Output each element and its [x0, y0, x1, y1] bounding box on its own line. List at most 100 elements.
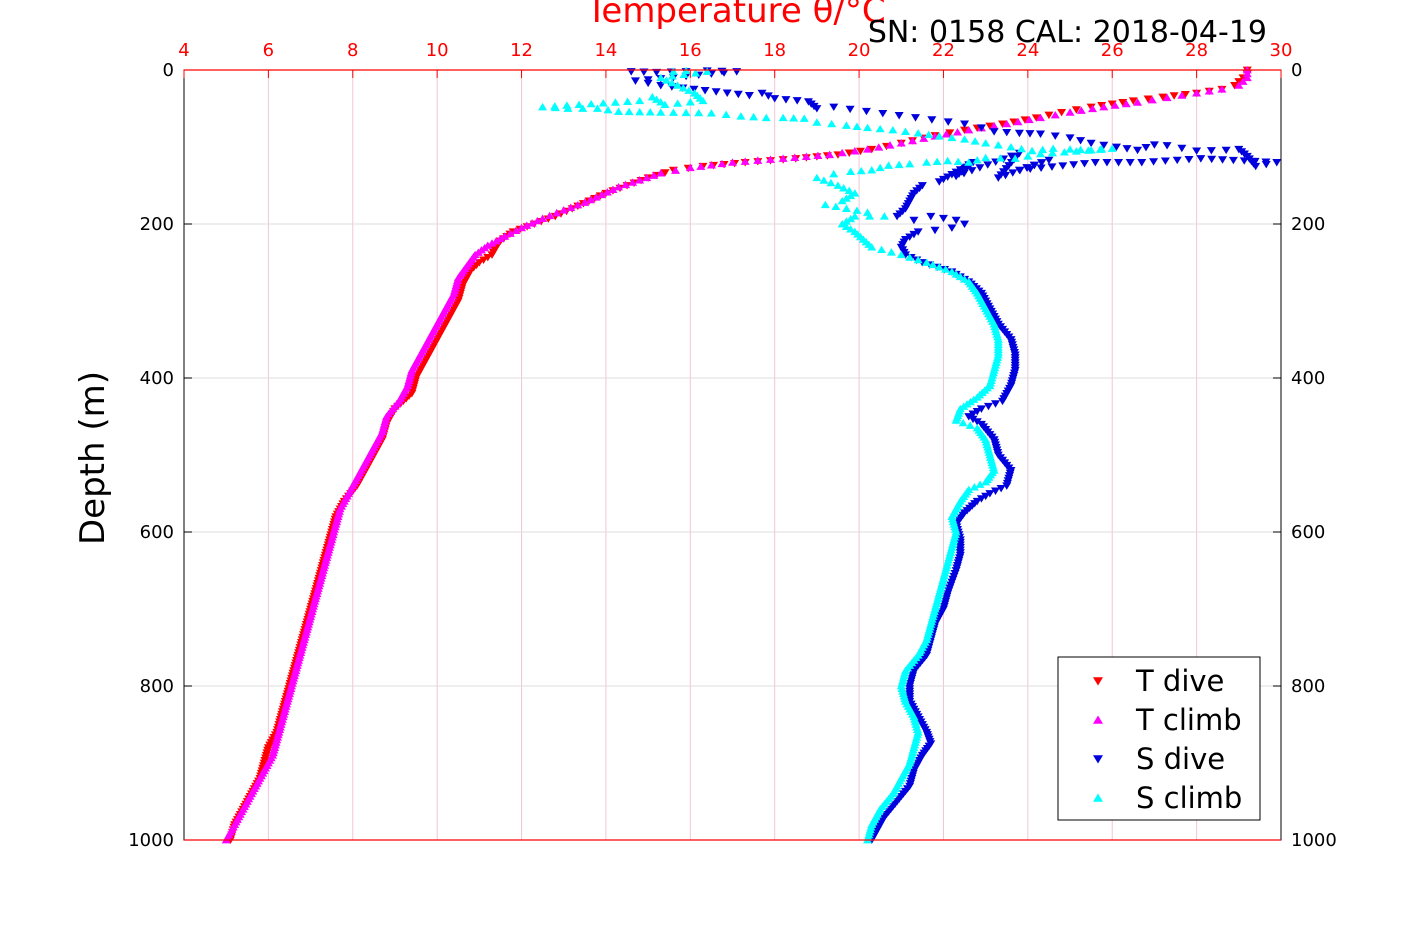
data-point [1036, 113, 1046, 122]
data-point [1065, 145, 1075, 153]
data-point [934, 263, 944, 271]
data-point [1009, 118, 1019, 126]
data-point [905, 253, 915, 261]
data-point [761, 113, 771, 122]
data-point [656, 98, 666, 106]
data-point [945, 129, 955, 137]
data-point [896, 250, 906, 259]
data-point [953, 128, 963, 136]
data-point [1192, 147, 1202, 155]
data-point [894, 160, 904, 169]
data-point [1023, 152, 1033, 160]
data-point [1029, 161, 1039, 170]
data-point [691, 69, 701, 77]
x-tick-label: 6 [263, 40, 274, 61]
data-point [728, 158, 737, 166]
data-point [1065, 108, 1075, 116]
data-point [673, 81, 683, 89]
x-tick-label: 10 [426, 40, 449, 61]
legend-marker [1093, 755, 1103, 764]
data-point [1118, 98, 1128, 107]
data-point [1076, 137, 1086, 145]
data-point [778, 154, 788, 162]
data-point [833, 181, 843, 189]
data-point [757, 89, 767, 98]
data-point [983, 161, 993, 169]
data-point [844, 149, 854, 157]
data-point [647, 92, 657, 101]
data-point [829, 169, 839, 178]
legend-item: S dive [1093, 742, 1225, 776]
data-point [559, 206, 569, 214]
data-point [1114, 159, 1124, 167]
data-point [694, 108, 704, 117]
data-point [643, 79, 653, 88]
data-point [913, 228, 923, 236]
data-point [1122, 145, 1132, 153]
data-point [689, 85, 699, 94]
data-point [877, 245, 887, 254]
data-point [511, 226, 521, 235]
data-point [598, 99, 608, 107]
data-point [924, 130, 934, 139]
data-point [855, 147, 865, 156]
data-point [602, 188, 612, 196]
data-point [1036, 130, 1046, 138]
x-tick-label: 14 [594, 40, 617, 61]
data-point [1230, 82, 1240, 90]
data-point [621, 180, 631, 189]
data-point [846, 225, 856, 233]
data-point [863, 123, 873, 132]
data-point [1099, 141, 1109, 150]
y-tick-label-left: 0 [163, 60, 174, 81]
data-point [586, 99, 596, 108]
y-tick-label-right: 0 [1291, 60, 1302, 81]
legend-label: T dive [1135, 664, 1224, 698]
data-point [965, 421, 975, 429]
data-point [538, 102, 548, 111]
data-point [837, 148, 847, 157]
data-point [765, 155, 775, 163]
data-point [1071, 147, 1081, 155]
data-point [1031, 114, 1041, 122]
data-point [1013, 117, 1023, 126]
data-point [819, 176, 829, 184]
data-point [1099, 102, 1109, 111]
data-point [1239, 157, 1249, 165]
x-tick-label: 12 [510, 40, 533, 61]
data-point [635, 107, 645, 116]
data-point [740, 157, 750, 165]
data-point [1272, 159, 1282, 167]
legend-marker [1093, 793, 1103, 802]
data-point [706, 109, 716, 117]
data-point [624, 107, 634, 116]
data-point [574, 100, 584, 109]
data-point [927, 116, 937, 124]
data-point [839, 184, 849, 192]
data-point [1160, 157, 1170, 165]
data-point [678, 83, 688, 92]
data-point [1147, 95, 1157, 104]
data-point [792, 97, 802, 105]
data-point [913, 129, 923, 137]
data-point [989, 121, 999, 130]
data-point [684, 86, 694, 94]
data-point [614, 107, 624, 115]
data-point [930, 226, 940, 235]
legend-marker [1093, 715, 1103, 724]
data-point [1180, 91, 1190, 99]
data-point [886, 248, 896, 256]
data-point [938, 175, 948, 184]
data-point [844, 186, 854, 195]
data-point [789, 114, 799, 122]
data-point [967, 167, 977, 175]
data-point [1037, 159, 1047, 167]
data-point [894, 112, 904, 120]
data-point [1059, 148, 1069, 156]
data-point [867, 243, 877, 251]
y-tick-label-right: 200 [1291, 214, 1325, 235]
data-point [947, 224, 957, 232]
data-point [1102, 159, 1112, 167]
data-point [1047, 148, 1057, 157]
data-point [960, 120, 970, 128]
